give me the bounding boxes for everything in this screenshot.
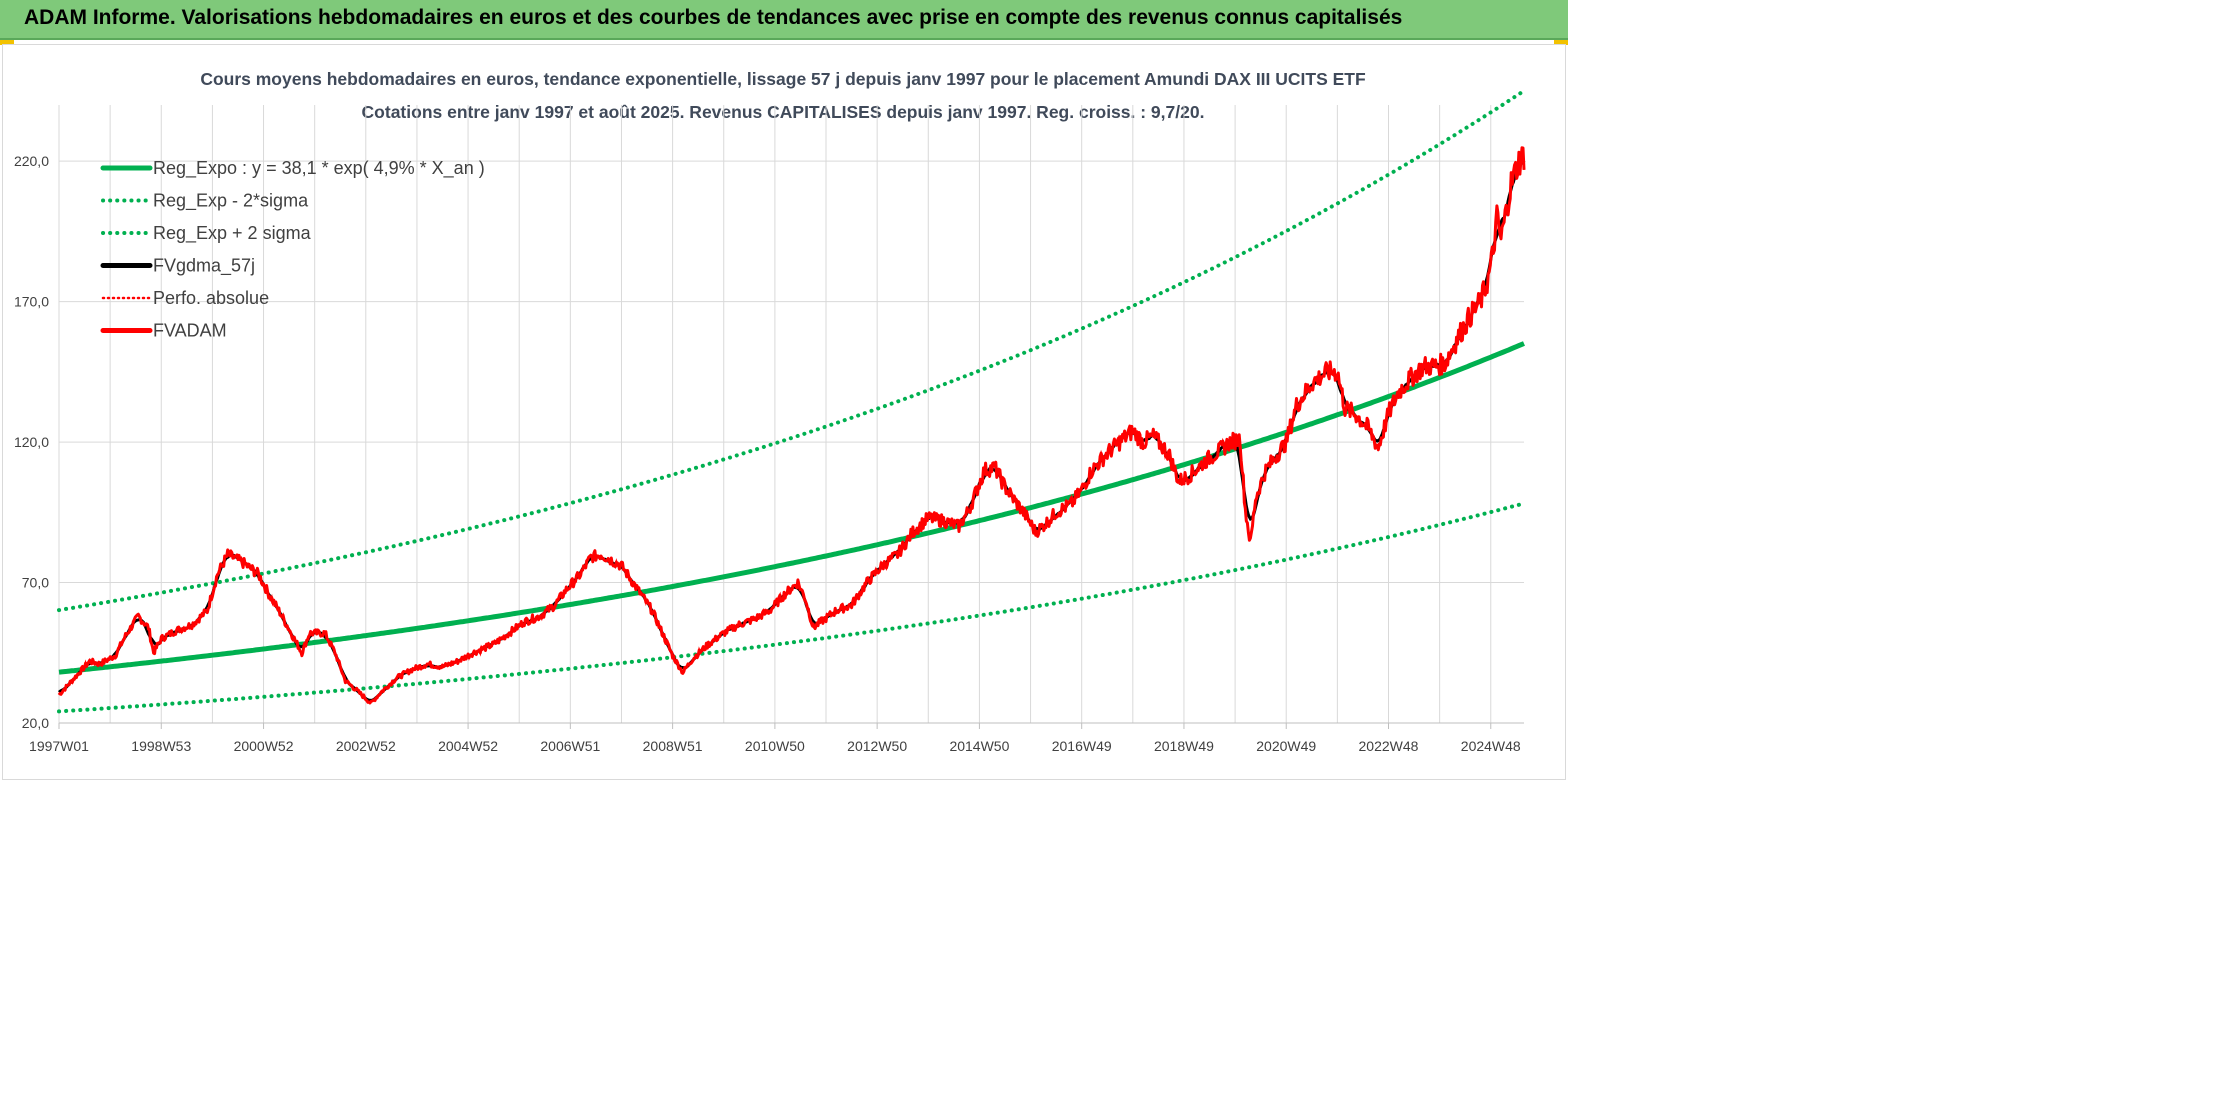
corner-mark-right [1554,40,1568,45]
legend-label-perfo: Perfo. absolue [153,288,269,308]
legend-label-reg: Reg_Expo : y = 38,1 * exp( 4,9% * X_an ) [153,158,485,179]
series-reg-plus-2-sigma [57,88,1526,613]
report-title: ADAM Informe. Valorisations hebdomadaire… [24,6,1403,29]
y-axis: 20,0 70,0 120,0 170,0 220,0 [14,153,49,731]
x-tick-label: 2024W48 [1461,738,1521,754]
x-tick-label: 2014W50 [949,738,1009,754]
x-tick-label: 2008W51 [643,738,703,754]
x-tick-label: 2012W50 [847,738,907,754]
x-tick-label: 2018W49 [1154,738,1214,754]
x-tick-label: 2010W50 [745,738,805,754]
y-tick-label: 220,0 [14,153,49,169]
chart-svg: Cours moyens hebdomadaires en euros, ten… [14,69,1526,754]
x-tick-label: 2016W49 [1052,738,1112,754]
y-tick-label: 120,0 [14,434,49,450]
legend-label-reg_high: Reg_Exp + 2 sigma [153,223,312,244]
x-tick-label: 1997W01 [29,738,89,754]
x-tick-label: 2006W51 [540,738,600,754]
x-tick-label: 1998W53 [131,738,191,754]
x-tick-label: 2020W49 [1256,738,1316,754]
x-tick-label: 2022W48 [1359,738,1419,754]
y-tick-label: 170,0 [14,294,49,310]
chart-subtitle: Cotations entre janv 1997 et août 2025. … [362,102,1205,122]
x-tick-label: 2004W52 [438,738,498,754]
legend-label-price: FVADAM [153,321,227,341]
y-tick-label: 20,0 [22,715,49,731]
legend: Reg_Expo : y = 38,1 * exp( 4,9% * X_an )… [100,158,485,341]
legend-label-smooth: FVgdma_57j [153,256,255,277]
chart-title: Cours moyens hebdomadaires en euros, ten… [200,69,1366,89]
report-banner: ADAM Informe. Valorisations hebdomadaire… [0,0,1568,40]
y-tick-label: 70,0 [22,575,49,591]
legend-label-reg_low: Reg_Exp - 2*sigma [153,191,309,212]
series-fvadam [57,146,1526,705]
x-tick-label: 2000W52 [234,738,294,754]
gridlines [58,105,1524,724]
chart-area: Cours moyens hebdomadaires en euros, ten… [2,44,1566,780]
plot-area [57,88,1526,714]
x-axis: 1997W01 1998W53 2000W52 2002W52 2004W52 2006W… [29,722,1524,754]
corner-mark-left [0,40,14,45]
x-tick-label: 2002W52 [336,738,396,754]
